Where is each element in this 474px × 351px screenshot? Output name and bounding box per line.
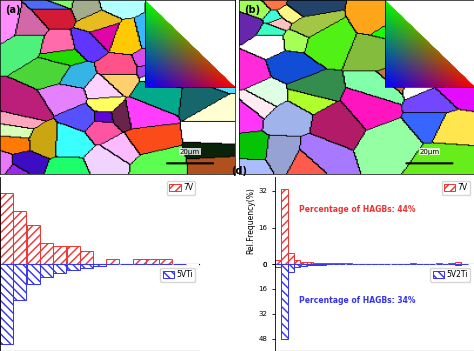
Bar	[80, 251, 93, 264]
Bar	[320, 264, 326, 265]
Bar	[13, 211, 27, 264]
Bar	[0, 193, 13, 264]
Bar	[282, 189, 288, 264]
Bar	[53, 246, 66, 264]
Text: 20μm: 20μm	[419, 149, 439, 155]
Bar	[410, 263, 416, 264]
Bar	[146, 259, 159, 264]
Bar	[282, 264, 288, 339]
Legend: 5VTi: 5VTi	[160, 268, 195, 282]
Bar	[27, 264, 40, 284]
Bar	[307, 262, 313, 264]
Bar	[0, 264, 13, 344]
Bar	[80, 264, 93, 268]
Legend: 7V: 7V	[442, 181, 470, 195]
Bar	[106, 259, 119, 264]
Bar	[307, 264, 313, 265]
Text: (a): (a)	[5, 5, 20, 15]
Bar	[320, 263, 326, 264]
Bar	[326, 263, 333, 264]
Bar	[313, 263, 320, 264]
Bar	[288, 264, 294, 272]
Legend: 7V: 7V	[167, 181, 195, 195]
Bar	[294, 264, 301, 267]
Bar	[301, 264, 307, 266]
Bar	[275, 264, 281, 267]
Bar	[455, 262, 461, 264]
Text: Percentage of HAGBs: 44%: Percentage of HAGBs: 44%	[299, 205, 415, 214]
Bar	[40, 243, 53, 264]
Bar	[93, 264, 106, 266]
Bar	[294, 259, 301, 264]
Text: 20μm: 20μm	[180, 149, 200, 155]
Bar	[301, 262, 307, 264]
Bar	[455, 264, 461, 265]
Bar	[53, 264, 66, 273]
Bar	[313, 264, 320, 265]
Bar	[133, 259, 146, 264]
Y-axis label: Rel.Frequency(%): Rel.Frequency(%)	[246, 187, 255, 254]
Text: Percentage of HAGBs: 34%: Percentage of HAGBs: 34%	[299, 296, 415, 305]
Bar	[288, 253, 294, 264]
Text: (d): (d)	[231, 166, 247, 176]
Legend: 5V2Ti: 5V2Ti	[430, 268, 470, 282]
Bar	[275, 259, 281, 264]
Bar	[40, 264, 53, 277]
Bar	[159, 259, 173, 264]
Text: (b): (b)	[244, 5, 260, 15]
Bar	[66, 246, 80, 264]
Bar	[13, 264, 27, 300]
Bar	[66, 264, 80, 270]
Bar	[27, 225, 40, 264]
